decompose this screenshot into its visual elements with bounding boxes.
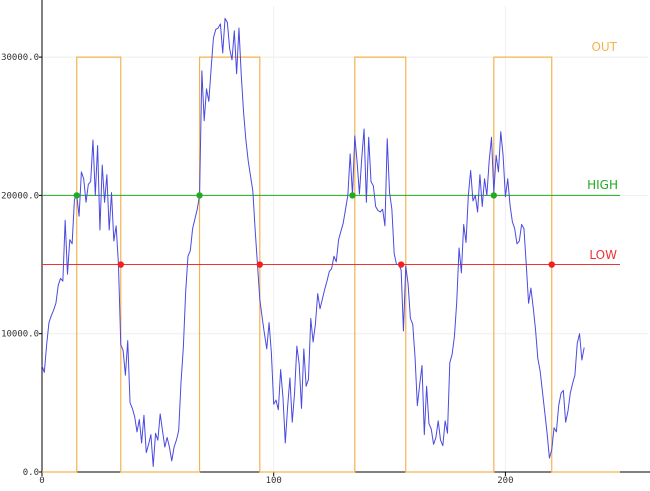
grid — [41, 6, 648, 473]
high-crossing-marker — [490, 192, 498, 199]
crossing-markers — [73, 192, 555, 268]
low-crossing-marker — [548, 261, 555, 268]
y-tick-label: 20000.0 — [1, 191, 39, 201]
x-tick-label: 0 — [39, 476, 44, 486]
low-crossing-marker — [117, 261, 124, 268]
series-labels: OUT HIGH LOW — [587, 40, 618, 262]
out-series-line — [42, 56, 620, 473]
low-crossing-marker — [397, 261, 405, 268]
y-tick-label: 0.0 — [23, 468, 39, 478]
high-crossing-marker — [349, 192, 356, 199]
high-crossing-marker — [73, 192, 80, 199]
high-crossing-marker — [196, 192, 203, 199]
y-tick-label: 10000.0 — [1, 330, 39, 340]
signal-series-line — [41, 17, 585, 467]
y-tick-label: 30000.0 — [1, 53, 39, 63]
x-tick-label: 200 — [497, 476, 513, 486]
out-series — [42, 56, 620, 473]
signal-series — [41, 17, 585, 467]
out-series-label: OUT — [591, 40, 617, 54]
x-tick-label: 100 — [266, 476, 282, 486]
low-crossing-marker — [256, 261, 263, 268]
low-series-label: LOW — [589, 248, 617, 262]
high-series-label: HIGH — [587, 178, 618, 192]
threshold-lines — [42, 194, 620, 266]
